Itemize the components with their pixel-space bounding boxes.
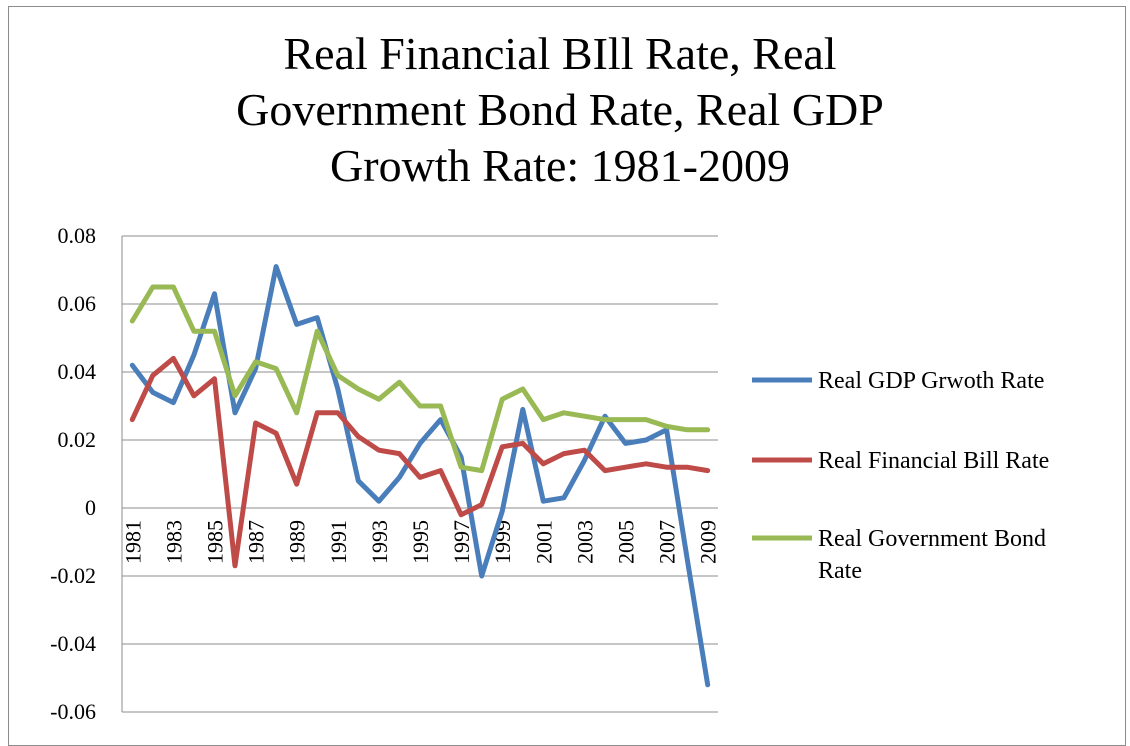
x-axis-tick-labels: 1981 1983 1985 1987 1989 1991 1993 1995 1997 1999… (120, 520, 720, 564)
y-axis-tick-labels: 0.08 0.06 0.04 0.02 0 -0.02 -0.04 -0.06 (50, 223, 96, 724)
x-tick-label: 2003 (572, 520, 597, 564)
legend-label-2: Real Financial Bill Rate (818, 448, 1049, 474)
y-tick-label: -0.06 (50, 699, 96, 724)
x-tick-label: 1989 (285, 520, 310, 564)
y-tick-label: -0.02 (50, 563, 96, 588)
x-tick-label: 1981 (120, 520, 145, 564)
series-line-3 (129, 284, 711, 474)
chart-title: Real Financial BIll Rate, Real Governmen… (110, 26, 1010, 194)
legend-label-1: Real GDP Grwoth Rate (818, 368, 1044, 394)
y-tick-label: 0.06 (58, 291, 97, 316)
y-tick-label: 0.02 (58, 427, 97, 452)
y-tick-label: 0 (85, 495, 96, 520)
x-tick-label: 1997 (449, 520, 474, 564)
x-tick-label: 1987 (244, 520, 269, 564)
x-tick-label: 1991 (326, 520, 351, 564)
y-tick-label: 0.08 (58, 223, 97, 248)
x-tick-label: 1985 (202, 520, 227, 564)
chart-title-line-1: Real Financial BIll Rate, Real (283, 28, 837, 79)
chart-title-line-2: Government Bond Rate, Real GDP (236, 84, 884, 135)
x-tick-label: 2009 (696, 520, 721, 564)
x-tick-label: 2001 (531, 520, 556, 564)
series-line-2 (129, 355, 711, 569)
x-tick-label: 1995 (408, 520, 433, 564)
x-tick-label: 2005 (614, 520, 639, 564)
x-tick-label: 1993 (367, 520, 392, 564)
x-tick-label: 2007 (655, 520, 680, 564)
legend-label-3: Real Government Bond Rate (818, 526, 1046, 584)
x-tick-label: 1983 (161, 520, 186, 564)
chart-frame (8, 6, 1126, 746)
legend: Real GDP Grwoth Rate Real Financial Bill … (752, 368, 1049, 584)
series-lines (129, 264, 711, 688)
chart-title-line-3: Growth Rate: 1981-2009 (330, 140, 790, 191)
y-tick-label: 0.04 (58, 359, 97, 384)
y-tick-label: -0.04 (50, 631, 96, 656)
